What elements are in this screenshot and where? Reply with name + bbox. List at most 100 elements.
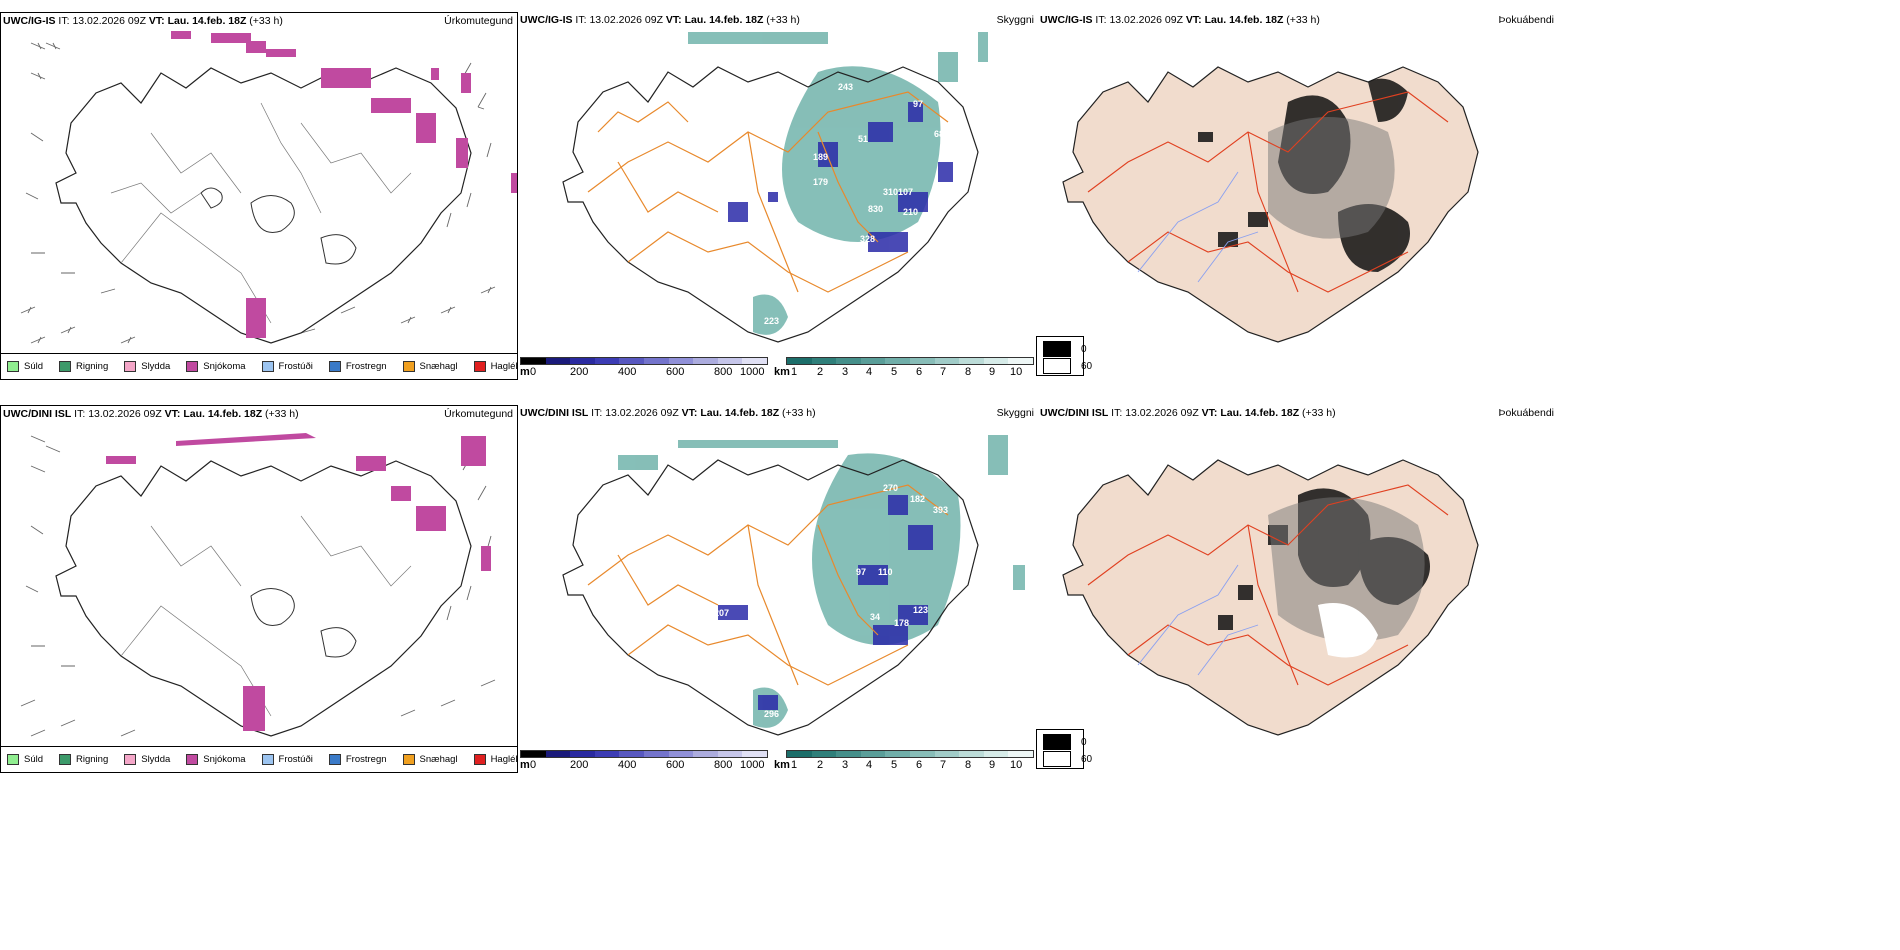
dewpoint-panel-bottom: UWC/DINI ISL IT: 13.02.2026 09Z VT: Lau.… xyxy=(1038,405,1558,773)
visibility-map-bottom: 270 182 393 97 110 178 123 207 296 34 xyxy=(562,435,1025,736)
dewpoint-map-bottom xyxy=(1062,459,1479,736)
vis-label: 34 xyxy=(870,612,880,622)
wind-barbs xyxy=(20,435,496,737)
height-tick: 800 xyxy=(714,759,733,771)
header-top-visibility: UWC/IG-IS IT: 13.02.2026 09Z VT: Lau. 14… xyxy=(520,14,800,26)
fog-grey-areas xyxy=(1268,117,1395,239)
iceland-coastline xyxy=(55,67,472,344)
legend-item: Frostregn xyxy=(328,361,387,372)
fog-grey-areas xyxy=(1268,497,1425,642)
height-scale-top: m 0 200 400 600 800 1000 km 1 2 3 4 5 6 … xyxy=(518,357,1038,379)
glaciers-outline xyxy=(200,187,357,265)
km-tick: 9 xyxy=(989,759,996,771)
km-tick: 6 xyxy=(916,759,923,771)
vis-label: 110 xyxy=(878,567,893,577)
snow-areas xyxy=(106,433,491,731)
vis-label: 210 xyxy=(903,207,918,217)
km-unit: km xyxy=(774,759,790,771)
dewpoint-map-top xyxy=(1062,66,1479,343)
km-tick: 1 xyxy=(791,759,798,771)
legend-item: Slydda xyxy=(124,754,170,765)
cloud-key-row: 60 xyxy=(1043,358,1092,374)
vis-label: 207 xyxy=(714,608,729,618)
header-bottom-dewpoint: UWC/DINI ISL IT: 13.02.2026 09Z VT: Lau.… xyxy=(1040,407,1336,419)
km-tick: 2 xyxy=(817,759,824,771)
precip-type-panel-top: UWC/IG-IS IT: 13.02.2026 09Z VT: Lau. 14… xyxy=(0,12,518,380)
km-tick: 6 xyxy=(916,366,923,378)
vis-label: 51 xyxy=(858,134,868,144)
km-tick: 5 xyxy=(891,759,898,771)
height-tick: 1000 xyxy=(740,366,765,378)
height-tick: 1000 xyxy=(740,759,765,771)
cloud-key-row: 0 xyxy=(1043,341,1087,357)
vis-label: 393 xyxy=(933,505,948,515)
red-roads xyxy=(1087,91,1449,293)
vis-labels: 270 182 393 97 110 178 123 207 296 34 xyxy=(714,483,948,719)
height-scale-bottom: m 0 200 400 600 800 1000 km 1 2 3 4 5 6 … xyxy=(518,750,1038,772)
km-tick: 2 xyxy=(817,366,824,378)
vis-label: 243 xyxy=(838,82,853,92)
height-unit: m xyxy=(520,759,530,771)
cloud-key-row: 60 xyxy=(1043,751,1092,767)
legend-item: Súld xyxy=(7,361,43,372)
vis-label: 123 xyxy=(913,605,928,615)
km-tick: 10 xyxy=(1010,366,1023,378)
cloud-key-top: 0 60 xyxy=(1036,336,1092,376)
km-tick: 7 xyxy=(940,759,947,771)
km-tick: 4 xyxy=(866,759,873,771)
vis-label: 681 xyxy=(934,129,949,139)
fog-white-area xyxy=(1318,603,1378,658)
legend-item: Slydda xyxy=(124,361,170,372)
height-tick: 400 xyxy=(618,759,637,771)
vis-label: 47 xyxy=(718,216,728,226)
vis-label: 178 xyxy=(894,618,909,628)
vis-label: 328 xyxy=(860,234,875,244)
height-tick: 200 xyxy=(570,759,589,771)
panel-title-dewpoint-bottom: Þokuábendi xyxy=(1498,407,1554,419)
cloud-key-bottom: 0 60 xyxy=(1036,729,1092,769)
iceland-coastline xyxy=(562,66,979,343)
teal-visibility xyxy=(688,32,988,335)
vis-label: 135 xyxy=(913,225,928,235)
roads xyxy=(587,484,949,686)
km-tick: 8 xyxy=(965,759,972,771)
iceland-coastline xyxy=(55,460,472,737)
legend-item: Snjókoma xyxy=(186,754,246,765)
height-tick: 200 xyxy=(570,366,589,378)
height-tick: 0 xyxy=(530,366,537,378)
height-colorbar xyxy=(520,750,768,758)
blue-rivers xyxy=(1137,171,1259,283)
legend-item: Haglél xyxy=(473,361,517,372)
header-bottom-precip: UWC/DINI ISL IT: 13.02.2026 09Z VT: Lau.… xyxy=(3,408,299,420)
legend-item: Frostúði xyxy=(261,361,313,372)
red-roads xyxy=(1087,484,1449,686)
panel-title-visibility-top: Skyggni xyxy=(996,14,1034,26)
precip-legend-bottom: Súld Rigning Slydda Snjókoma Frostúði Fr… xyxy=(1,746,517,772)
vis-label: 223 xyxy=(764,316,779,326)
iceland-coastline xyxy=(562,459,979,736)
vis-labels: 243 189 179 51 107 310 830 210 328 135 6… xyxy=(718,82,949,326)
height-tick: 400 xyxy=(618,366,637,378)
km-tick: 5 xyxy=(891,366,898,378)
header-top-precip: UWC/IG-IS IT: 13.02.2026 09Z VT: Lau. 14… xyxy=(3,15,283,27)
legend-item: Snæhagl xyxy=(402,361,458,372)
vis-label: 107 xyxy=(898,187,913,197)
km-unit: km xyxy=(774,366,790,378)
km-tick: 10 xyxy=(1010,759,1023,771)
height-tick: 800 xyxy=(714,366,733,378)
vis-label: 179 xyxy=(813,177,828,187)
precip-type-panel-bottom: UWC/DINI ISL IT: 13.02.2026 09Z VT: Lau.… xyxy=(0,405,518,773)
km-tick: 1 xyxy=(791,366,798,378)
panel-title-dewpoint-top: Þokuábendi xyxy=(1498,14,1554,26)
km-tick: 8 xyxy=(965,366,972,378)
km-tick: 4 xyxy=(866,366,873,378)
blue-low-cloud xyxy=(718,495,933,710)
vis-label: 97 xyxy=(856,567,866,577)
panel-title-precip-bottom: Úrkomutegund xyxy=(444,408,513,420)
header-top-dewpoint: UWC/IG-IS IT: 13.02.2026 09Z VT: Lau. 14… xyxy=(1040,14,1320,26)
header-bottom-visibility: UWC/DINI ISL IT: 13.02.2026 09Z VT: Lau.… xyxy=(520,407,816,419)
km-tick: 3 xyxy=(842,759,849,771)
km-colorbar xyxy=(786,357,1034,365)
vis-label: 97 xyxy=(913,99,923,109)
snow-areas xyxy=(171,31,517,338)
